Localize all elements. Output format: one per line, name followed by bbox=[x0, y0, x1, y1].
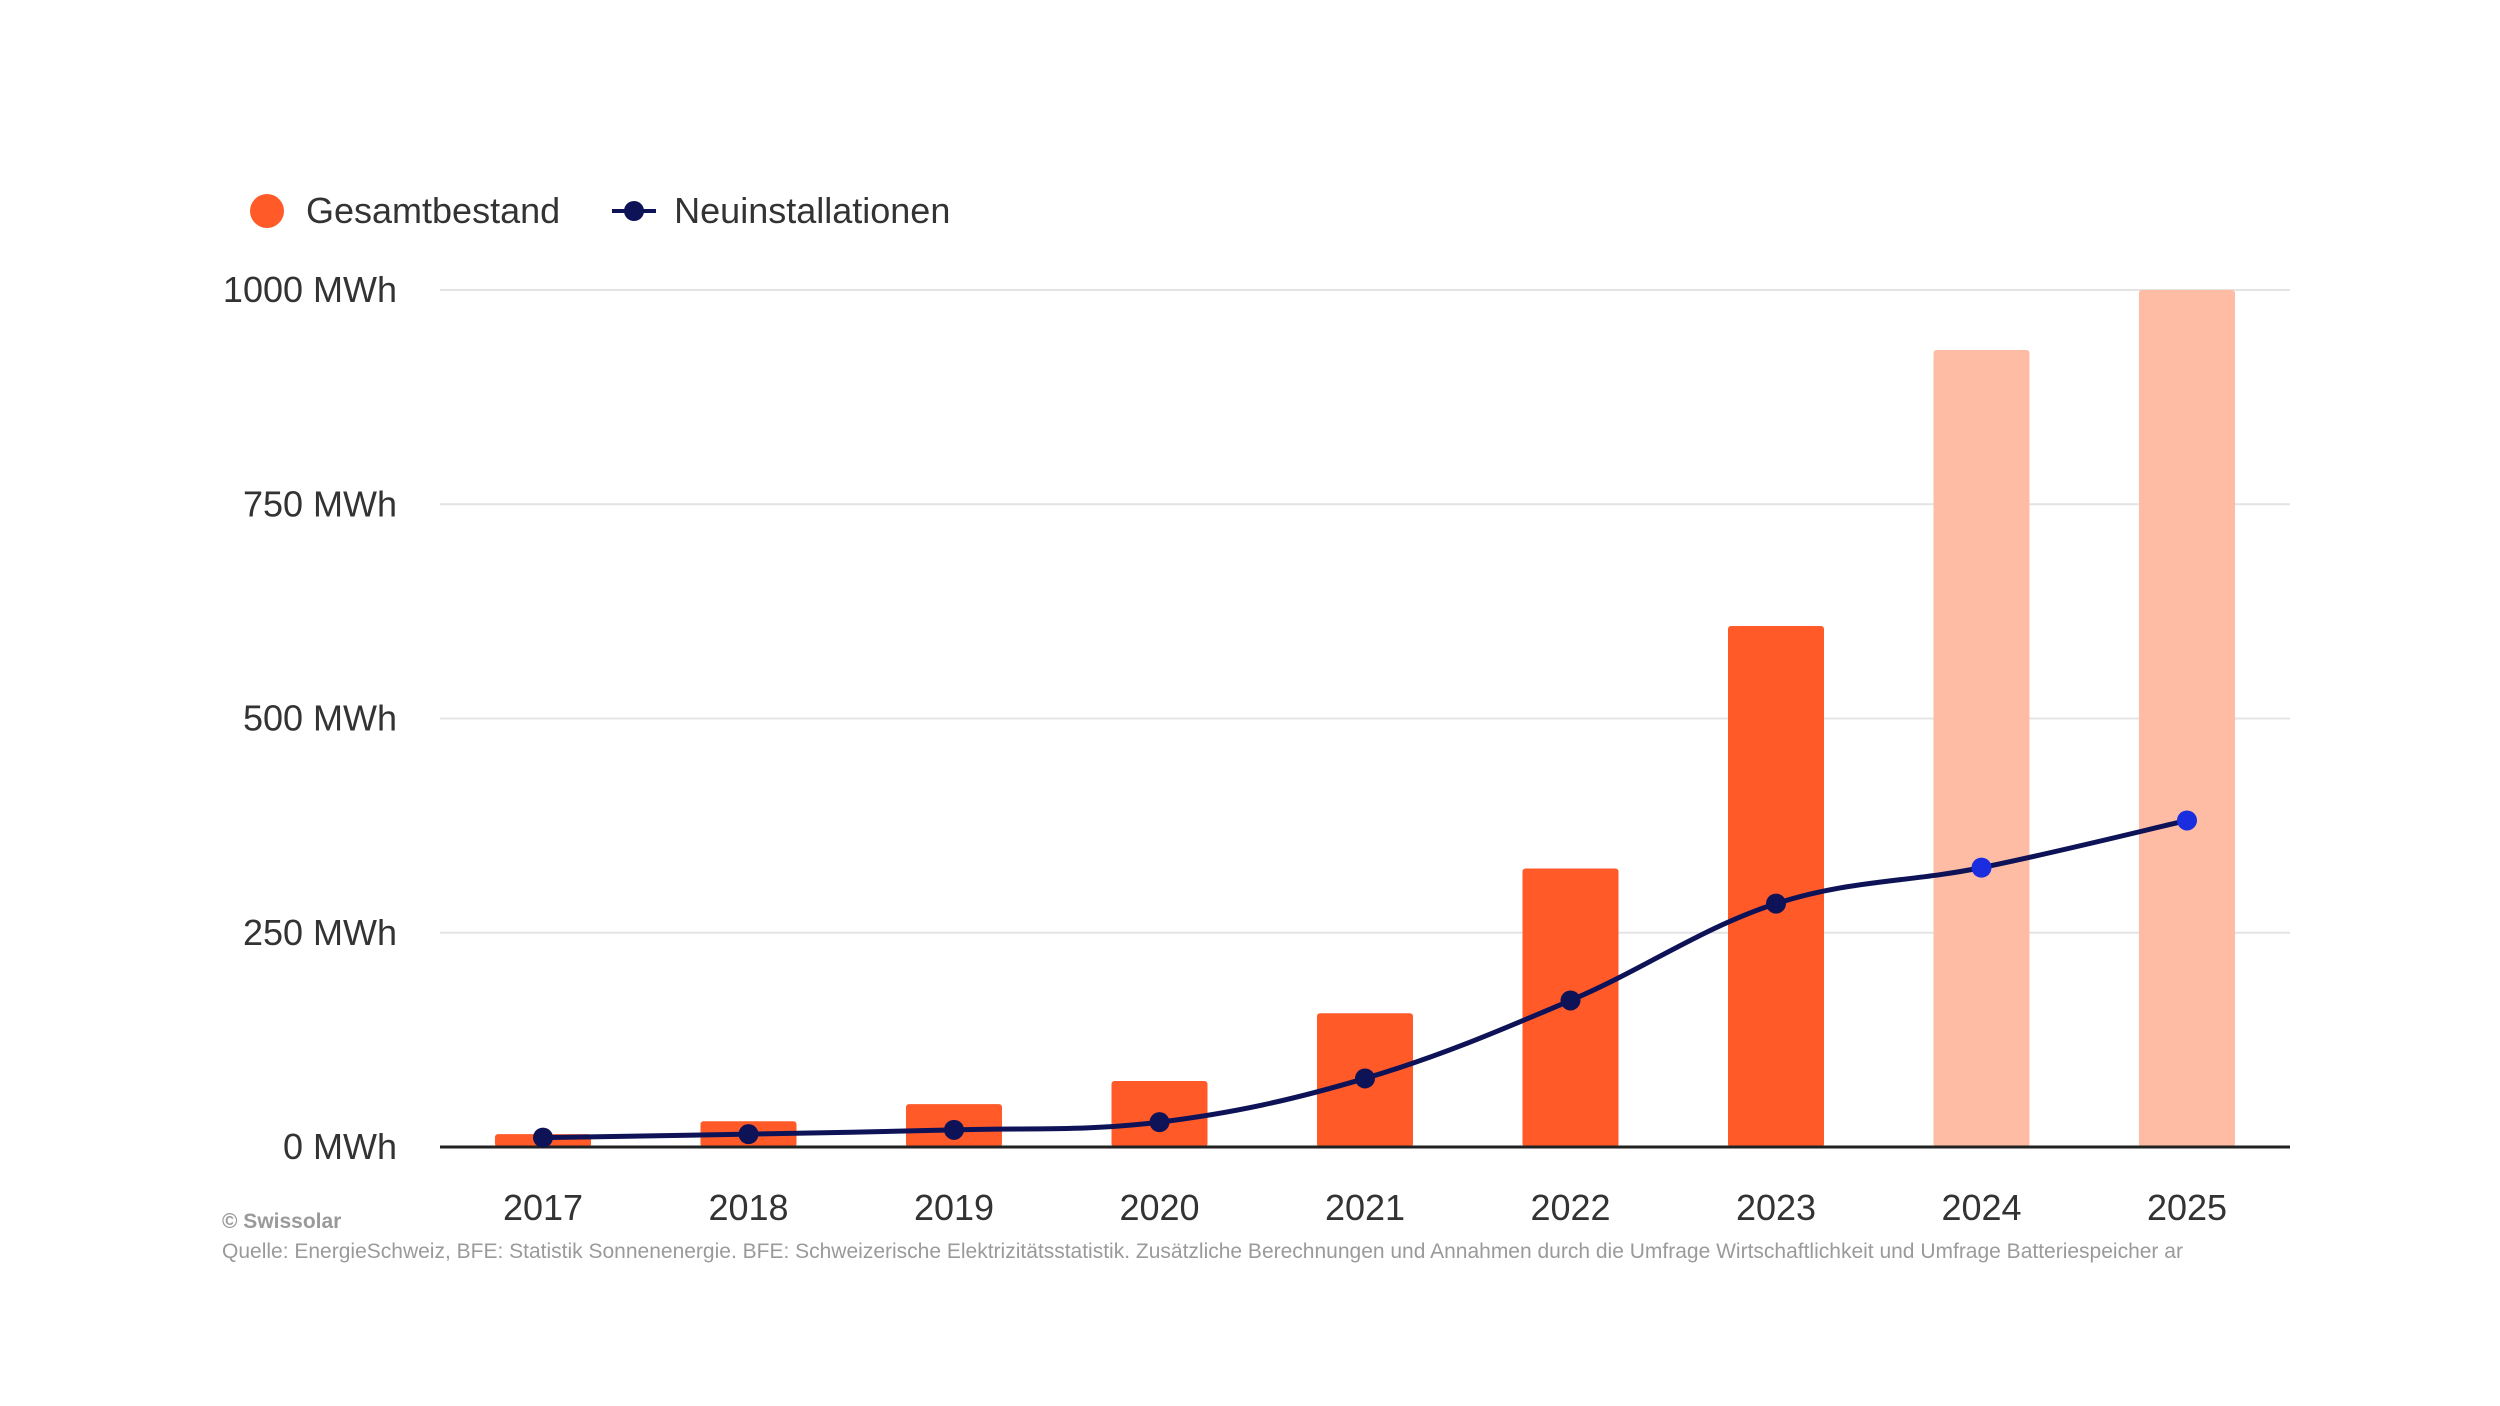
y-tick-label: 0 MWh bbox=[283, 1126, 397, 1167]
point-2025[interactable] bbox=[2177, 810, 2197, 831]
point-2017[interactable] bbox=[533, 1127, 553, 1148]
x-tick-label: 2017 bbox=[503, 1187, 583, 1228]
x-tick-label: 2022 bbox=[1530, 1187, 1610, 1228]
legend-item-gesamtbestand[interactable]: Gesamtbestand bbox=[250, 190, 560, 232]
point-2018[interactable] bbox=[738, 1124, 759, 1145]
x-tick-label: 2019 bbox=[914, 1187, 994, 1228]
point-2020[interactable] bbox=[1149, 1112, 1170, 1133]
line-series bbox=[533, 810, 2197, 1148]
legend-label-gesamtbestand: Gesamtbestand bbox=[306, 190, 561, 231]
x-axis-labels: 2017 2018 2019 2020 2021 2022 2023 2024 2025 bbox=[503, 1187, 2227, 1228]
y-tick-label: 250 MWh bbox=[243, 912, 397, 953]
legend-swatch-neuinstallationen bbox=[612, 194, 657, 228]
bar-2024[interactable] bbox=[1933, 349, 2030, 1147]
x-tick-label: 2018 bbox=[708, 1187, 788, 1228]
bar-2023[interactable] bbox=[1728, 625, 1824, 1147]
x-tick-label: 2020 bbox=[1119, 1187, 1199, 1228]
y-tick-label: 1000 MWh bbox=[223, 269, 397, 310]
point-2021[interactable] bbox=[1355, 1068, 1375, 1089]
legend-item-neuinstallationen[interactable]: Neuinstallationen bbox=[612, 190, 950, 232]
point-2019[interactable] bbox=[944, 1119, 964, 1140]
legend: Gesamtbestand Neuinstallationen bbox=[250, 190, 1002, 232]
x-tick-label: 2023 bbox=[1736, 1187, 1816, 1228]
credit-text: © Swissolar bbox=[222, 1210, 342, 1233]
x-tick-label: 2021 bbox=[1325, 1187, 1405, 1228]
point-2022[interactable] bbox=[1560, 990, 1581, 1011]
bar-2025[interactable] bbox=[2139, 290, 2235, 1147]
x-tick-label: 2024 bbox=[1941, 1187, 2021, 1228]
legend-label-neuinstallationen: Neuinstallationen bbox=[674, 190, 951, 231]
y-axis-labels: 0 MWh 250 MWh 500 MWh 750 MWh 1000 MWh bbox=[223, 269, 397, 1167]
x-tick-label: 2025 bbox=[2147, 1187, 2227, 1228]
y-tick-label: 750 MWh bbox=[243, 483, 397, 524]
legend-swatch-gesamtbestand bbox=[250, 194, 284, 228]
bar-series bbox=[495, 290, 2235, 1147]
source-text: Quelle: EnergieSchweiz, BFE: Statistik S… bbox=[222, 1240, 2183, 1263]
point-2024[interactable] bbox=[1971, 857, 1992, 878]
y-tick-label: 500 MWh bbox=[243, 698, 397, 739]
point-2023[interactable] bbox=[1766, 893, 1786, 914]
